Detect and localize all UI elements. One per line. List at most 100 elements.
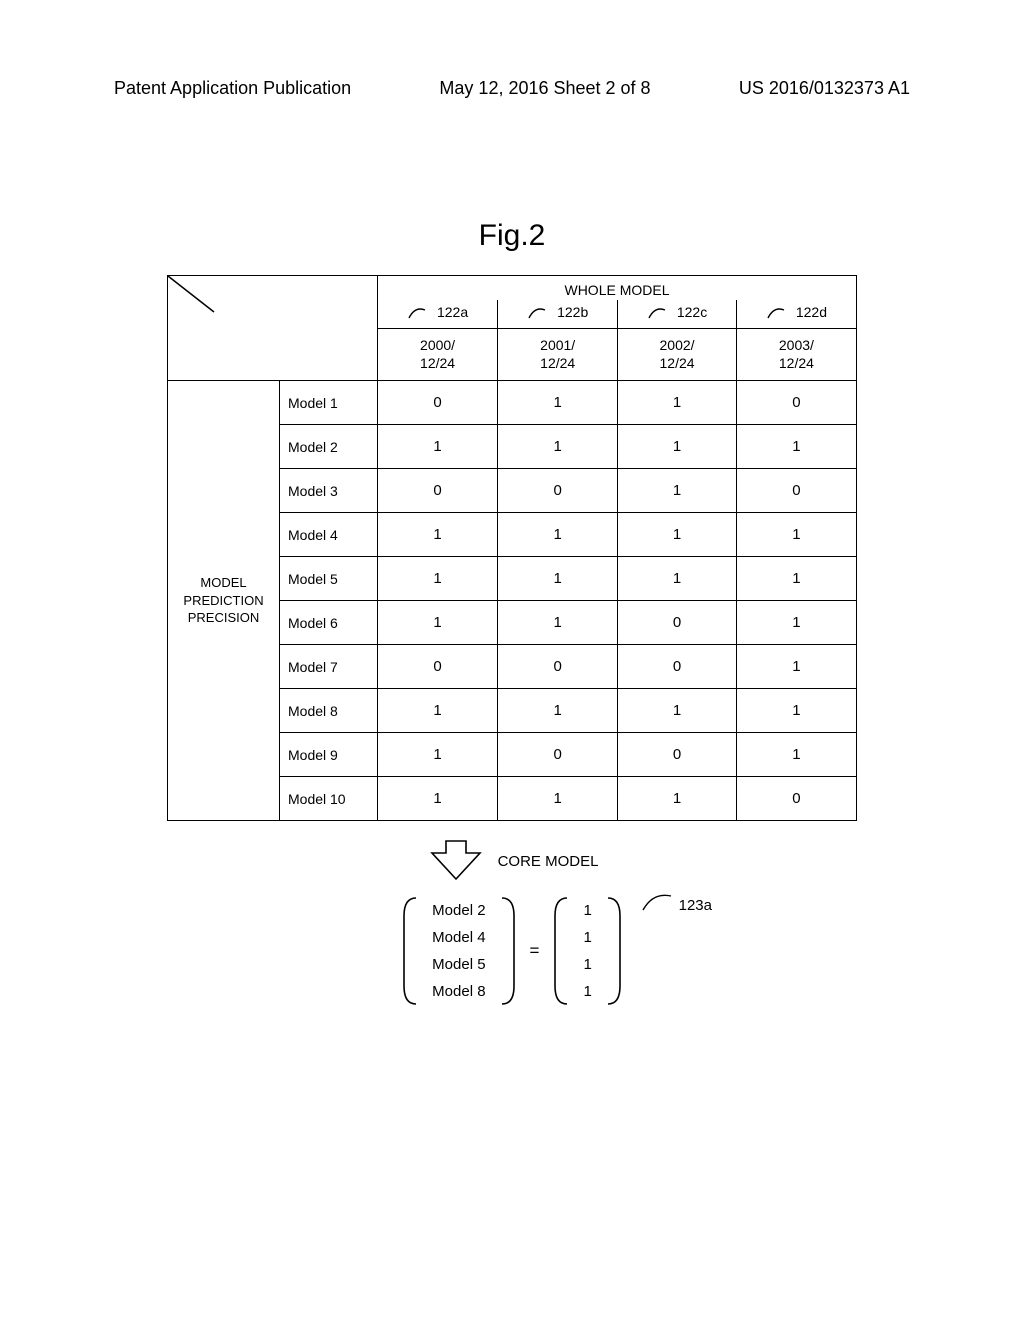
cell: 1 (498, 689, 618, 733)
core-model-right-vector: 1 1 1 1 (583, 896, 591, 1006)
vector-item: 1 (583, 929, 591, 946)
model-precision-table: WHOLE MODEL 122a 122 (167, 275, 857, 821)
callout-label: 122a (437, 304, 468, 320)
cell: 1 (378, 689, 498, 733)
column-callout: 122c (618, 300, 737, 329)
callout-label: 123a (679, 897, 712, 914)
cell: 1 (378, 733, 498, 777)
column-header: 2002/ 12/24 (618, 329, 737, 381)
callout-label: 122c (677, 304, 707, 320)
column-header: 2000/ 12/24 (378, 329, 498, 381)
vector-item: Model 8 (432, 983, 485, 1000)
cell: 1 (736, 689, 856, 733)
left-bracket-icon (402, 896, 418, 1006)
core-model-left-vector: Model 2 Model 4 Model 5 Model 8 (432, 896, 485, 1006)
model-label: Model 3 (280, 469, 378, 513)
table-corner-diagonal-icon (168, 276, 378, 392)
column-header-label: 2002/ 12/24 (660, 337, 695, 371)
callout-leader-icon (647, 302, 673, 322)
right-bracket-icon (606, 896, 622, 1006)
cell: 1 (498, 513, 618, 557)
cell: 1 (618, 777, 737, 821)
cell: 0 (736, 381, 856, 425)
model-label: Model 7 (280, 645, 378, 689)
cell: 1 (618, 381, 737, 425)
cell: 1 (736, 645, 856, 689)
vector-item: Model 2 (432, 902, 485, 919)
publication-header: Patent Application Publication May 12, 2… (108, 78, 916, 99)
model-label: Model 6 (280, 601, 378, 645)
model-label: Model 4 (280, 513, 378, 557)
cell: 1 (618, 513, 737, 557)
core-model-label: CORE MODEL (498, 853, 599, 870)
header-left: Patent Application Publication (114, 78, 351, 99)
callout-label: 122d (796, 304, 827, 320)
cell: 1 (736, 557, 856, 601)
down-arrow-icon (426, 839, 486, 883)
column-header-label: 2000/ 12/24 (420, 337, 455, 371)
column-callout: 122d (736, 300, 856, 329)
core-model-arrow-block: CORE MODEL (108, 839, 916, 888)
left-bracket-icon (553, 896, 569, 1006)
cell: 1 (378, 777, 498, 821)
cell: 0 (736, 777, 856, 821)
cell: 1 (498, 381, 618, 425)
model-precision-table-wrap: WHOLE MODEL 122a 122 (167, 275, 857, 821)
cell: 0 (498, 733, 618, 777)
cell: 0 (736, 469, 856, 513)
cell: 1 (618, 425, 737, 469)
model-label: Model 5 (280, 557, 378, 601)
model-label: Model 8 (280, 689, 378, 733)
core-model-equation: 123a Model 2 Model 4 Model 5 Model 8 = 1… (108, 896, 916, 1006)
column-callout: 122b (498, 300, 618, 329)
callout-leader-icon (639, 886, 679, 914)
model-label: Model 2 (280, 425, 378, 469)
column-header: 2003/ 12/24 (736, 329, 856, 381)
callout-leader-icon (766, 302, 792, 322)
page: Patent Application Publication May 12, 2… (0, 0, 1024, 1320)
row-group-header-label: MODEL PREDICTION PRECISION (183, 575, 263, 625)
equals-sign: = (530, 941, 540, 961)
cell: 1 (736, 425, 856, 469)
cell: 0 (378, 381, 498, 425)
cell: 1 (618, 557, 737, 601)
column-header-label: 2003/ 12/24 (779, 337, 814, 371)
cell: 1 (736, 733, 856, 777)
header-right: US 2016/0132373 A1 (739, 78, 910, 99)
vector-item: 1 (583, 983, 591, 1000)
figure-title: Fig.2 (108, 219, 916, 253)
cell: 1 (378, 425, 498, 469)
column-header-label: 2001/ 12/24 (540, 337, 575, 371)
callout-leader-icon (407, 302, 433, 322)
cell: 1 (498, 777, 618, 821)
callout-leader-icon (527, 302, 553, 322)
cell: 1 (498, 557, 618, 601)
column-callout: 122a (378, 300, 498, 329)
cell: 1 (498, 601, 618, 645)
cell: 0 (618, 733, 737, 777)
cell: 1 (736, 601, 856, 645)
cell: 0 (498, 645, 618, 689)
cell: 0 (378, 469, 498, 513)
cell: 1 (736, 513, 856, 557)
cell: 0 (378, 645, 498, 689)
cell: 1 (378, 513, 498, 557)
cell: 1 (378, 601, 498, 645)
header-center: May 12, 2016 Sheet 2 of 8 (439, 78, 650, 99)
cell: 0 (618, 645, 737, 689)
cell: 1 (618, 689, 737, 733)
cell: 1 (498, 425, 618, 469)
cell: 0 (618, 601, 737, 645)
cell: 1 (618, 469, 737, 513)
cell: 0 (498, 469, 618, 513)
model-label: Model 9 (280, 733, 378, 777)
right-bracket-icon (500, 896, 516, 1006)
row-group-header: MODEL PREDICTION PRECISION (168, 381, 280, 821)
table-corner-cell (168, 276, 378, 381)
vector-item: Model 4 (432, 929, 485, 946)
cell: 1 (378, 557, 498, 601)
callout-123a: 123a (639, 886, 712, 914)
model-label: Model 10 (280, 777, 378, 821)
vector-item: 1 (583, 956, 591, 973)
table-header-row-1: WHOLE MODEL (168, 276, 857, 301)
